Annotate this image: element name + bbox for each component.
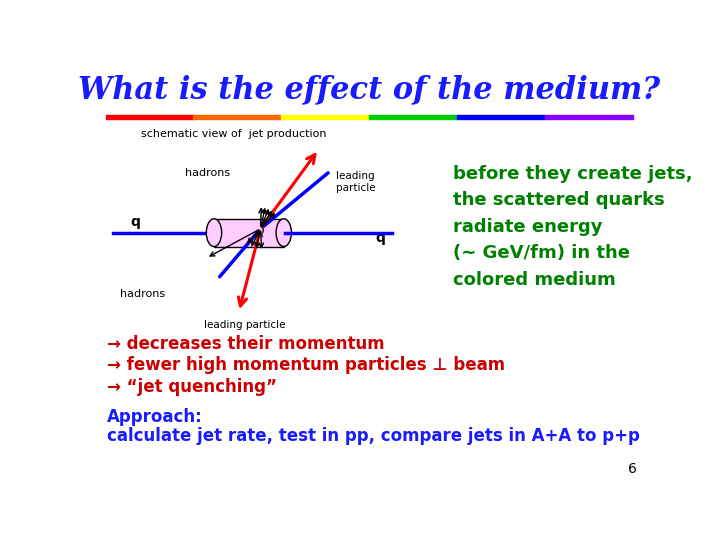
Text: → decreases their momentum: → decreases their momentum bbox=[107, 335, 384, 353]
FancyBboxPatch shape bbox=[369, 115, 458, 119]
Text: What is the effect of the medium?: What is the effect of the medium? bbox=[78, 74, 660, 105]
FancyBboxPatch shape bbox=[544, 115, 634, 119]
Text: Approach:: Approach: bbox=[107, 408, 203, 427]
FancyBboxPatch shape bbox=[214, 219, 284, 247]
FancyBboxPatch shape bbox=[106, 115, 194, 119]
Text: hadrons: hadrons bbox=[120, 289, 166, 299]
FancyBboxPatch shape bbox=[456, 115, 546, 119]
Text: leading
particle: leading particle bbox=[336, 171, 376, 193]
Text: q: q bbox=[130, 215, 140, 229]
Text: hadrons: hadrons bbox=[185, 167, 230, 178]
Text: → “jet quenching”: → “jet quenching” bbox=[107, 377, 277, 396]
Text: → fewer high momentum particles ⊥ beam: → fewer high momentum particles ⊥ beam bbox=[107, 356, 505, 374]
FancyBboxPatch shape bbox=[282, 115, 370, 119]
Text: before they create jets,
the scattered quarks
radiate energy
(~ GeV/fm) in the
c: before they create jets, the scattered q… bbox=[453, 165, 693, 288]
Text: schematic view of  jet production: schematic view of jet production bbox=[140, 129, 326, 139]
Text: ~: ~ bbox=[254, 224, 270, 238]
Text: calculate jet rate, test in pp, compare jets in A+A to p+p: calculate jet rate, test in pp, compare … bbox=[107, 427, 640, 445]
Text: leading particle: leading particle bbox=[204, 320, 286, 330]
FancyBboxPatch shape bbox=[194, 115, 282, 119]
Text: 6: 6 bbox=[628, 462, 637, 476]
Ellipse shape bbox=[207, 219, 222, 247]
Text: q: q bbox=[376, 231, 386, 245]
Ellipse shape bbox=[276, 219, 292, 247]
